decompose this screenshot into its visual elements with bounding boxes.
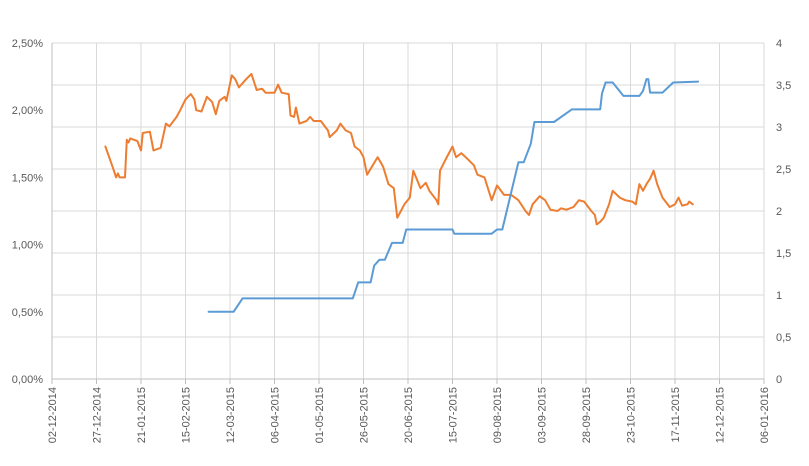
x-tick-label: 03-09-2015: [537, 387, 549, 443]
series-line-blue: [207, 78, 700, 313]
x-tick-label: 28-09-2015: [581, 387, 593, 443]
x-tick-label: 15-07-2015: [448, 387, 460, 443]
x-tick-label: 27-12-2014: [92, 387, 104, 443]
series-lines: [104, 72, 700, 313]
x-tick-label: 20-06-2015: [403, 387, 415, 443]
x-tick-label: 02-12-2014: [47, 387, 59, 443]
y-right-tick-label: 3: [776, 122, 782, 134]
x-tick-label: 26-05-2015: [359, 387, 371, 443]
x-tick-label: 17-11-2015: [670, 387, 682, 442]
x-tick-label: 12-12-2015: [715, 387, 727, 443]
x-tick-label: 06-01-2016: [759, 387, 771, 443]
y-left-tick-label: 2,50%: [12, 38, 43, 50]
y-left-tick-label: 0,00%: [12, 374, 43, 386]
y-right-tick-label: 1: [776, 290, 782, 302]
y-right-tick-label: 2: [776, 206, 782, 218]
x-tick-label: 01-05-2015: [314, 387, 326, 443]
y-left-tick-label: 2,00%: [12, 105, 43, 117]
y-right-tick-label: 1,5: [776, 248, 791, 260]
x-tick-label: 15-02-2015: [181, 387, 193, 443]
x-tick-label: 06-04-2015: [270, 387, 282, 443]
y-right-tick-label: 4: [776, 38, 782, 50]
x-tick-label: 23-10-2015: [626, 387, 638, 443]
y-left-tick-label: 1,50%: [12, 172, 43, 184]
tick-labels: 02-12-2014 27-12-2014 21-01-2015 15-02-2015…: [12, 38, 792, 443]
y-right-tick-label: 0: [776, 374, 782, 386]
y-left-tick-label: 1,00%: [12, 240, 43, 252]
y-right-tick-label: 2,5: [776, 164, 791, 176]
x-tick-label: 21-01-2015: [136, 387, 148, 443]
axes: [51, 43, 765, 384]
y-right-tick-label: 0,5: [776, 332, 791, 344]
y-right-tick-label: 3,5: [776, 80, 791, 92]
y-left-tick-label: 0,50%: [12, 307, 43, 319]
series-line-orange: [104, 72, 694, 226]
x-tick-label: 09-08-2015: [492, 387, 504, 443]
x-tick-label: 12-03-2015: [225, 387, 237, 443]
